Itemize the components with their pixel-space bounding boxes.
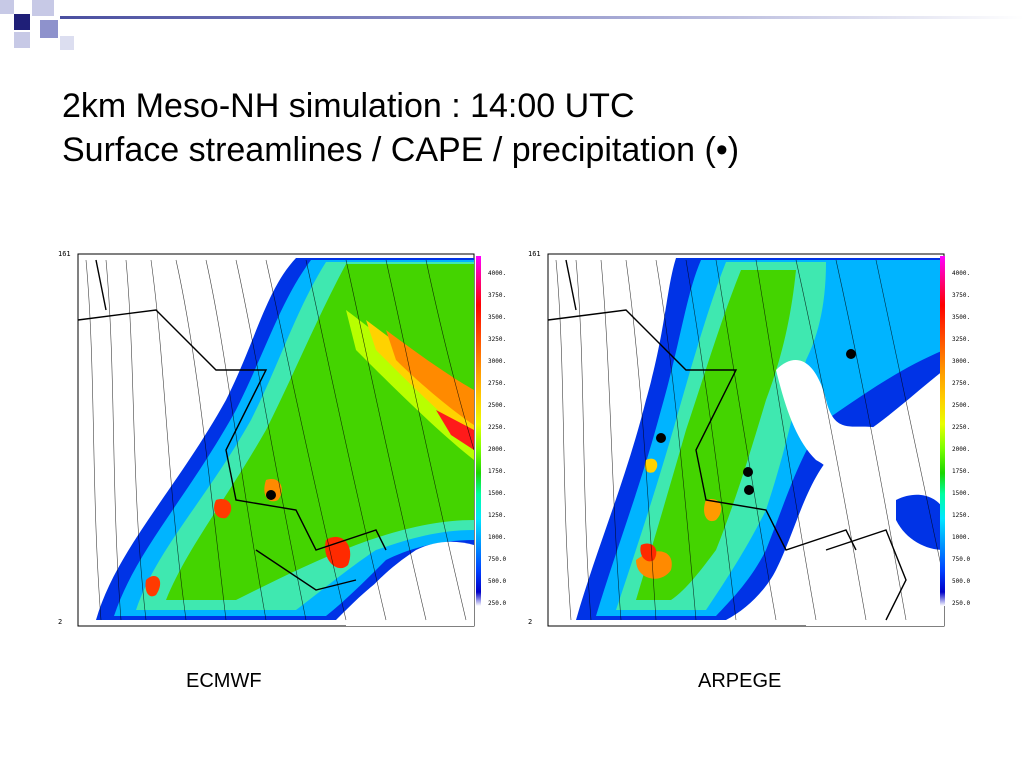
legend-label: 2500. xyxy=(952,402,971,409)
legend-label: 2750. xyxy=(488,380,507,387)
legend-label: 1500. xyxy=(488,490,507,497)
precipitation-dot xyxy=(744,485,754,495)
map-panel-ecmwf: 161 2 xyxy=(56,250,506,630)
cape-map-ecmwf xyxy=(77,253,475,627)
cape-map-arpege xyxy=(547,253,945,627)
legend-label: 250.0 xyxy=(952,600,971,607)
header-rule xyxy=(60,16,1024,19)
corner-square-mid xyxy=(40,20,58,38)
legend-label: 4000. xyxy=(488,270,507,277)
legend-label: 1000. xyxy=(952,534,971,541)
legend-color-bar xyxy=(940,256,945,606)
legend-label: 1750. xyxy=(488,468,507,475)
legend-label: 500.0 xyxy=(952,578,971,585)
legend-color-bar xyxy=(476,256,481,606)
corner-square-light xyxy=(0,0,14,14)
legend-label: 2250. xyxy=(952,424,971,431)
slide-title: 2km Meso-NH simulation : 14:00 UTC Surfa… xyxy=(62,84,962,172)
legend-label: 4000. xyxy=(952,270,971,277)
legend-label: 3750. xyxy=(488,292,507,299)
axis-bottom-label: 2 xyxy=(58,618,63,626)
corner-decoration xyxy=(0,0,140,60)
legend-label: 2500. xyxy=(488,402,507,409)
title-line-2: Surface streamlines / CAPE / precipitati… xyxy=(62,131,740,169)
precipitation-dot xyxy=(656,433,666,443)
legend-label: 1000. xyxy=(488,534,507,541)
legend-label: 500.0 xyxy=(488,578,507,585)
precipitation-dot xyxy=(743,467,753,477)
title-line-1: 2km Meso-NH simulation : 14:00 UTC xyxy=(62,87,635,125)
legend-label: 3250. xyxy=(952,336,971,343)
legend-label: 250.0 xyxy=(488,600,507,607)
legend-label: 1500. xyxy=(952,490,971,497)
legend-label: 3000. xyxy=(488,358,507,365)
legend-label: 1250. xyxy=(952,512,971,519)
legend-label: 2250. xyxy=(488,424,507,431)
legend-label: 3000. xyxy=(952,358,971,365)
axis-top-label: 161 xyxy=(528,250,541,258)
legend-label: 2000. xyxy=(952,446,971,453)
legend-label: 2750. xyxy=(952,380,971,387)
legend-label: 3250. xyxy=(488,336,507,343)
legend-label: 750.0 xyxy=(952,556,971,563)
precipitation-dot xyxy=(846,349,856,359)
caption-arpege: ARPEGE xyxy=(698,670,782,692)
legend-label: 3500. xyxy=(488,314,507,321)
legend-label: 1750. xyxy=(952,468,971,475)
axis-top-label: 161 xyxy=(58,250,71,258)
legend-label: 3750. xyxy=(952,292,971,299)
legend-label: 3500. xyxy=(952,314,971,321)
legend-label: 750.0 xyxy=(488,556,507,563)
corner-square-dark xyxy=(14,14,30,30)
caption-ecmwf: ECMWF xyxy=(186,670,262,692)
corner-square-light xyxy=(60,36,74,50)
legend-label: 1250. xyxy=(488,512,507,519)
map-panel-arpege: 161 2 xyxy=(526,250,970,630)
corner-square-light xyxy=(14,32,30,48)
corner-square-light xyxy=(32,0,54,16)
precipitation-dot xyxy=(266,490,276,500)
legend-label: 2000. xyxy=(488,446,507,453)
axis-bottom-label: 2 xyxy=(528,618,533,626)
